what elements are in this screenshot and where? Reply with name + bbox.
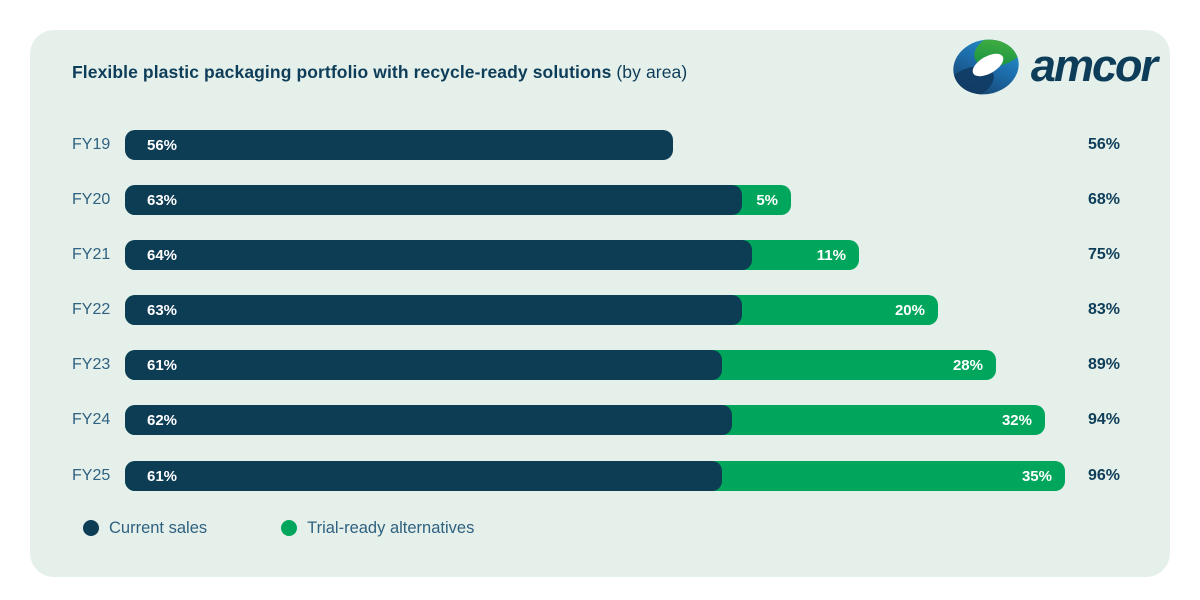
category-label: FY20 (72, 191, 111, 208)
trial-value-label: 20% (894, 301, 925, 319)
current-value-label: 61% (147, 356, 178, 374)
current-value-label: 64% (147, 246, 178, 264)
amcor-wordmark: amcor (1030, 39, 1158, 91)
category-label: FY19 (72, 136, 111, 153)
bar-row: FY19 56% 56% (30, 130, 1170, 160)
total-label: 68% (1087, 191, 1120, 208)
legend: Current sales Trial-ready alternatives (83, 513, 474, 543)
chart-title: Flexible plastic packaging portfolio wit… (72, 62, 687, 83)
current-sales-bar: 61% (125, 350, 722, 380)
current-sales-bar: 56% (125, 130, 673, 160)
bar-row: FY25 35% 61% 96% (30, 461, 1170, 491)
trial-value-label: 35% (1021, 467, 1052, 485)
trial-value-label: 11% (816, 246, 846, 264)
bar-row: FY22 20% 63% 83% (30, 295, 1170, 325)
chart-title-suffix: (by area) (611, 62, 688, 82)
bar-track: 20% 63% (125, 295, 1070, 325)
current-value-label: 62% (147, 411, 178, 429)
total-label: 75% (1087, 246, 1120, 263)
legend-item-trial-ready: Trial-ready alternatives (281, 519, 474, 538)
current-sales-bar: 64% (125, 240, 752, 270)
amcor-logo-mark-icon (950, 36, 1023, 98)
current-value-label: 63% (147, 301, 178, 319)
total-label: 83% (1087, 301, 1120, 318)
chart-card: Flexible plastic packaging portfolio wit… (30, 30, 1170, 577)
bar-row: FY24 32% 62% 94% (30, 405, 1170, 435)
bar-row: FY21 11% 64% 75% (30, 240, 1170, 270)
current-sales-bar: 62% (125, 405, 732, 435)
bar-track: 28% 61% (125, 350, 1070, 380)
total-label: 94% (1087, 411, 1120, 428)
legend-label: Trial-ready alternatives (307, 518, 475, 537)
legend-item-current-sales: Current sales (83, 519, 207, 538)
category-label: FY23 (72, 356, 111, 373)
bar-track: 5% 63% (125, 185, 1070, 215)
bar-track: 32% 62% (125, 405, 1070, 435)
current-sales-dot-icon (83, 520, 99, 536)
bar-track: 35% 61% (125, 461, 1070, 491)
category-label: FY22 (72, 301, 111, 318)
category-label: FY21 (72, 246, 111, 263)
total-label: 89% (1087, 356, 1120, 373)
current-sales-bar: 63% (125, 295, 742, 325)
total-label: 56% (1087, 136, 1120, 153)
trial-value-label: 28% (952, 356, 983, 374)
trial-value-label: 32% (1001, 411, 1032, 429)
trial-value-label: 5% (756, 191, 778, 209)
current-sales-bar: 63% (125, 185, 742, 215)
bar-row: FY23 28% 61% 89% (30, 350, 1170, 380)
total-label: 96% (1087, 467, 1120, 484)
current-value-label: 63% (147, 191, 178, 209)
bar-track: 11% 64% (125, 240, 1070, 270)
legend-label: Current sales (109, 518, 208, 537)
chart-title-main: Flexible plastic packaging portfolio wit… (72, 62, 612, 82)
category-label: FY24 (72, 411, 111, 428)
current-sales-bar: 61% (125, 461, 722, 491)
current-value-label: 61% (147, 467, 178, 485)
amcor-logo: amcor (950, 34, 1158, 100)
trial-ready-dot-icon (281, 520, 298, 536)
bar-track: 56% (125, 130, 1070, 160)
current-value-label: 56% (147, 136, 178, 154)
category-label: FY25 (72, 467, 111, 484)
bar-row: FY20 5% 63% 68% (30, 185, 1170, 215)
